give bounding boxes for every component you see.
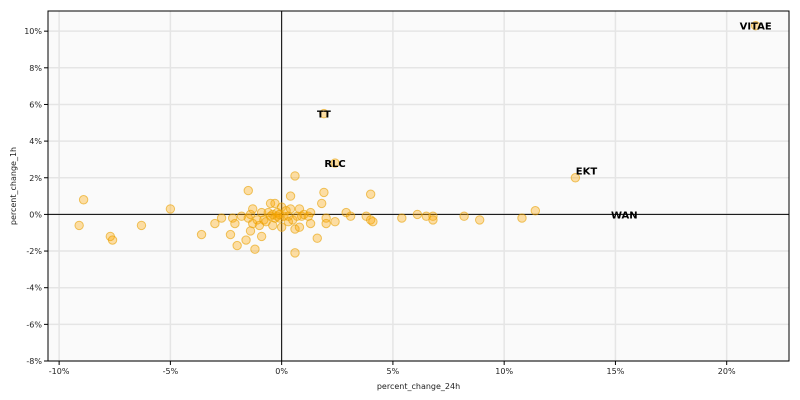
data-point	[321, 218, 331, 229]
data-point	[216, 213, 227, 223]
point-annotation: RLC	[324, 159, 345, 170]
data-point	[305, 218, 316, 229]
x-axis-label: percent_change_24h	[377, 382, 460, 391]
data-point	[285, 191, 296, 201]
x-tick-label: 5%	[387, 367, 400, 376]
y-tick-label: -2%	[26, 247, 42, 256]
point-annotation: WAN	[611, 210, 638, 221]
data-point	[330, 217, 340, 227]
data-point	[245, 209, 256, 220]
plot-area	[48, 11, 789, 361]
data-point	[517, 213, 527, 223]
point-annotation: VITAE	[740, 22, 772, 33]
data-point	[74, 220, 84, 231]
data-point	[412, 209, 423, 220]
data-point	[241, 235, 251, 245]
data-point	[428, 215, 438, 225]
y-tick-label: 10%	[24, 27, 42, 36]
data-point	[78, 195, 89, 205]
plot-frame	[47, 10, 790, 362]
data-point	[474, 215, 485, 225]
y-axis-ticks: -8% -6% -4% -2% 0% 2% 4% 6% 8% 10%	[24, 27, 48, 366]
y-tick-label: -6%	[26, 320, 42, 329]
data-point	[210, 218, 220, 229]
y-tick-label: 8%	[29, 64, 42, 73]
y-axis-label: percent_change_1h	[9, 147, 18, 225]
y-tick-label: -8%	[26, 357, 42, 366]
y-tick-label: -4%	[26, 284, 42, 293]
x-tick-label: -5%	[163, 367, 179, 376]
data-point	[319, 108, 329, 119]
data-point	[397, 213, 407, 223]
data-point	[570, 173, 581, 183]
data-point	[365, 189, 376, 199]
data-point	[225, 229, 236, 240]
point-annotation: EKT	[576, 166, 598, 177]
data-point	[232, 240, 242, 251]
data-point	[319, 187, 329, 198]
data-point	[230, 218, 240, 229]
data-point	[256, 207, 267, 218]
data-point	[459, 211, 469, 221]
data-point	[290, 171, 300, 181]
x-tick-label: -10%	[49, 367, 70, 376]
data-point	[268, 220, 278, 231]
data-points	[74, 20, 761, 258]
y-tick-label: 6%	[29, 100, 42, 109]
x-axis-ticks: -10% -5% 0% 5% 10% 15% 20%	[49, 361, 736, 376]
x-tick-label: 0%	[275, 367, 288, 376]
data-point	[750, 20, 761, 31]
x-tick-label: 15%	[607, 367, 625, 376]
data-point	[245, 226, 256, 236]
data-point	[243, 185, 253, 196]
data-point	[196, 229, 207, 240]
data-point	[136, 220, 147, 231]
y-tick-label: 4%	[29, 137, 42, 146]
reference-lines	[48, 11, 789, 361]
annotations: VITAE TT RLC EKT WAN	[317, 22, 772, 222]
data-point	[165, 204, 176, 214]
data-point	[428, 211, 438, 221]
data-point	[290, 248, 300, 258]
data-point	[294, 222, 305, 232]
data-point	[317, 198, 327, 209]
x-tick-label: 10%	[495, 367, 513, 376]
data-point	[248, 204, 258, 214]
data-point	[285, 204, 296, 214]
data-point	[107, 235, 118, 245]
y-tick-label: 0%	[29, 210, 42, 219]
y-tick-label: 2%	[29, 174, 42, 183]
data-point	[368, 217, 378, 227]
data-point	[250, 244, 260, 254]
data-point	[305, 207, 316, 218]
data-point	[256, 231, 267, 242]
point-annotation: TT	[317, 110, 331, 121]
data-point	[312, 233, 322, 243]
data-point	[345, 211, 356, 221]
data-point	[252, 215, 262, 225]
data-point	[227, 213, 238, 223]
data-point	[530, 206, 541, 216]
data-point	[330, 158, 340, 168]
x-tick-label: 20%	[718, 367, 736, 376]
data-point	[276, 222, 287, 232]
